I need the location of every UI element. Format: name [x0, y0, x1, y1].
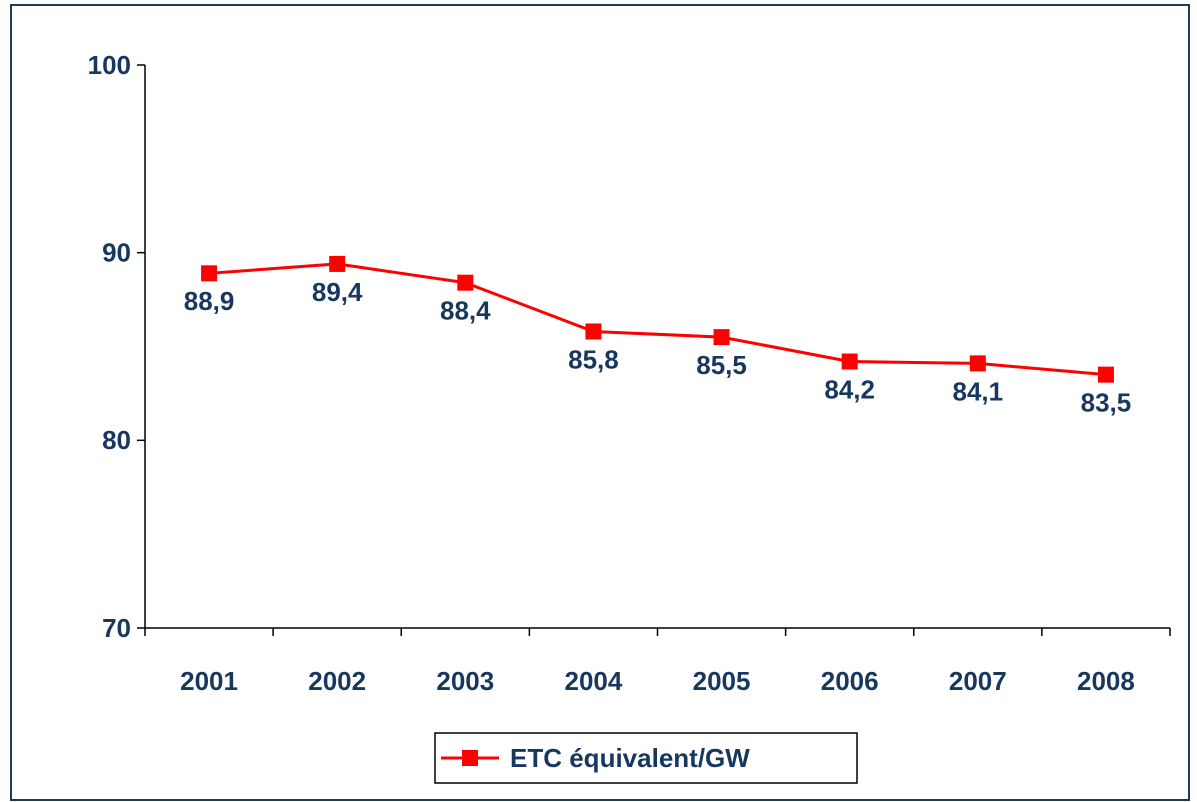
point-marker	[713, 329, 730, 346]
data-label: 83,5	[1081, 388, 1132, 418]
y-tick-label: 90	[102, 238, 131, 268]
point-marker	[1097, 366, 1114, 383]
legend-marker	[462, 750, 478, 766]
y-tick-label: 100	[88, 50, 131, 80]
chart-frame	[10, 4, 1190, 801]
data-label: 88,9	[184, 286, 235, 316]
point-marker	[457, 274, 474, 291]
x-tick-label: 2008	[1077, 666, 1135, 696]
data-label: 85,5	[696, 350, 747, 380]
series-line	[208, 262, 1107, 377]
data-label: 85,8	[568, 344, 619, 374]
x-tick-label: 2006	[821, 666, 879, 696]
x-tick-label: 2007	[949, 666, 1007, 696]
x-tick-label: 2004	[565, 666, 623, 696]
x-tick-label: 2001	[180, 666, 238, 696]
y-tick-label: 80	[102, 425, 131, 455]
point-marker	[841, 353, 858, 370]
point-marker	[329, 255, 346, 272]
data-label: 84,1	[953, 376, 1004, 406]
x-tick-label: 2003	[436, 666, 494, 696]
data-label: 89,4	[312, 277, 363, 307]
x-tick-label: 2005	[693, 666, 751, 696]
data-label: 84,2	[824, 374, 875, 404]
y-tick-label: 70	[102, 613, 131, 643]
legend-label: ETC équivalent/GW	[510, 743, 750, 773]
point-marker	[969, 355, 986, 372]
x-tick-label: 2002	[308, 666, 366, 696]
legend-box	[434, 732, 858, 784]
point-marker	[201, 265, 218, 282]
data-label: 88,4	[440, 296, 491, 326]
point-marker	[585, 323, 602, 340]
